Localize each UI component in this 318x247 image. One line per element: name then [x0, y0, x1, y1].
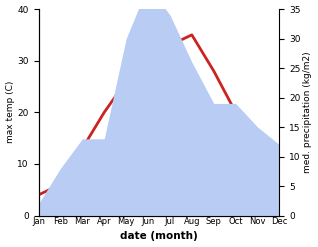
Y-axis label: med. precipitation (kg/m2): med. precipitation (kg/m2)	[303, 51, 313, 173]
X-axis label: date (month): date (month)	[120, 231, 198, 242]
Y-axis label: max temp (C): max temp (C)	[5, 81, 15, 144]
